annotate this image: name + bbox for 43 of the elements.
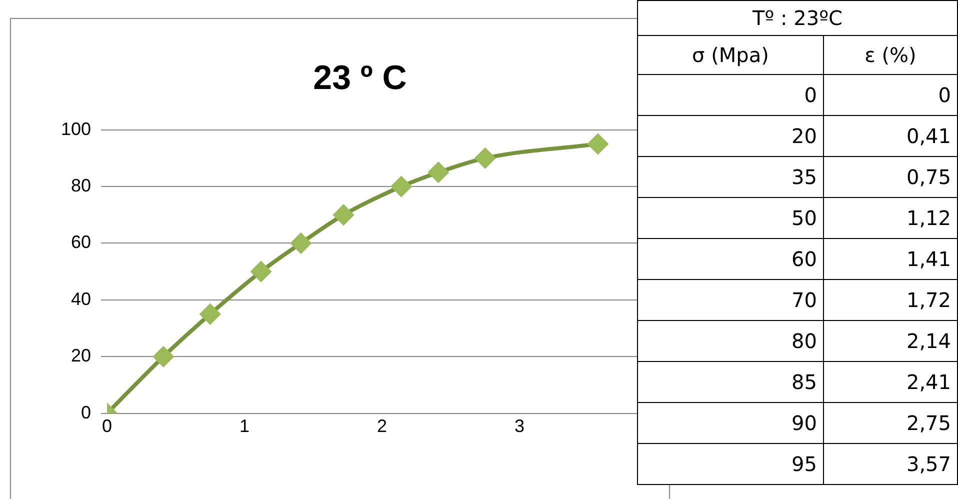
point — [200, 304, 220, 324]
category-label: σ (Mpa) — [638, 36, 824, 74]
x-tick-label: 1 — [240, 416, 250, 436]
text: 2,14 — [823, 320, 958, 362]
text: 85 — [638, 362, 824, 402]
point — [475, 148, 496, 168]
chart-title: 23 º C — [313, 58, 407, 97]
point — [251, 262, 272, 282]
text: 0,75 — [823, 156, 958, 198]
text: 20 — [638, 116, 824, 156]
text: 95 — [638, 444, 824, 484]
text: 1,12 — [823, 198, 958, 238]
text: 90 — [638, 402, 824, 444]
y-tick-label: 100 — [60, 118, 92, 139]
text: 0 — [823, 74, 958, 116]
text: 0 — [638, 74, 824, 116]
text: 60 — [638, 238, 824, 280]
text: 80 — [638, 320, 824, 362]
text: 1,72 — [823, 280, 958, 320]
category-label: ε (%) — [823, 36, 958, 74]
text: 2,75 — [823, 402, 958, 444]
y-tick-label: 40 — [71, 288, 92, 309]
text: 35 — [638, 156, 824, 198]
point — [588, 134, 608, 154]
y-tick-label: 0 — [81, 402, 92, 422]
point — [334, 204, 354, 225]
point — [391, 176, 412, 197]
text: 1,41 — [823, 238, 958, 280]
text: 3,57 — [823, 444, 958, 484]
text: 70 — [638, 280, 824, 320]
x-tick-label: 2 — [377, 416, 388, 436]
x-tick-label: 3 — [514, 416, 525, 436]
text: 0,41 — [823, 116, 958, 156]
x-tick-label: 0 — [102, 416, 112, 436]
y-tick-label: 20 — [71, 346, 92, 366]
point — [428, 162, 448, 182]
text: 2,41 — [823, 362, 958, 402]
y-tick-label: 60 — [71, 232, 92, 252]
point — [153, 346, 174, 367]
text: Tº : 23ºC — [638, 0, 958, 36]
point — [290, 233, 311, 254]
text: 50 — [638, 198, 824, 238]
y-tick-label: 80 — [71, 175, 92, 196]
